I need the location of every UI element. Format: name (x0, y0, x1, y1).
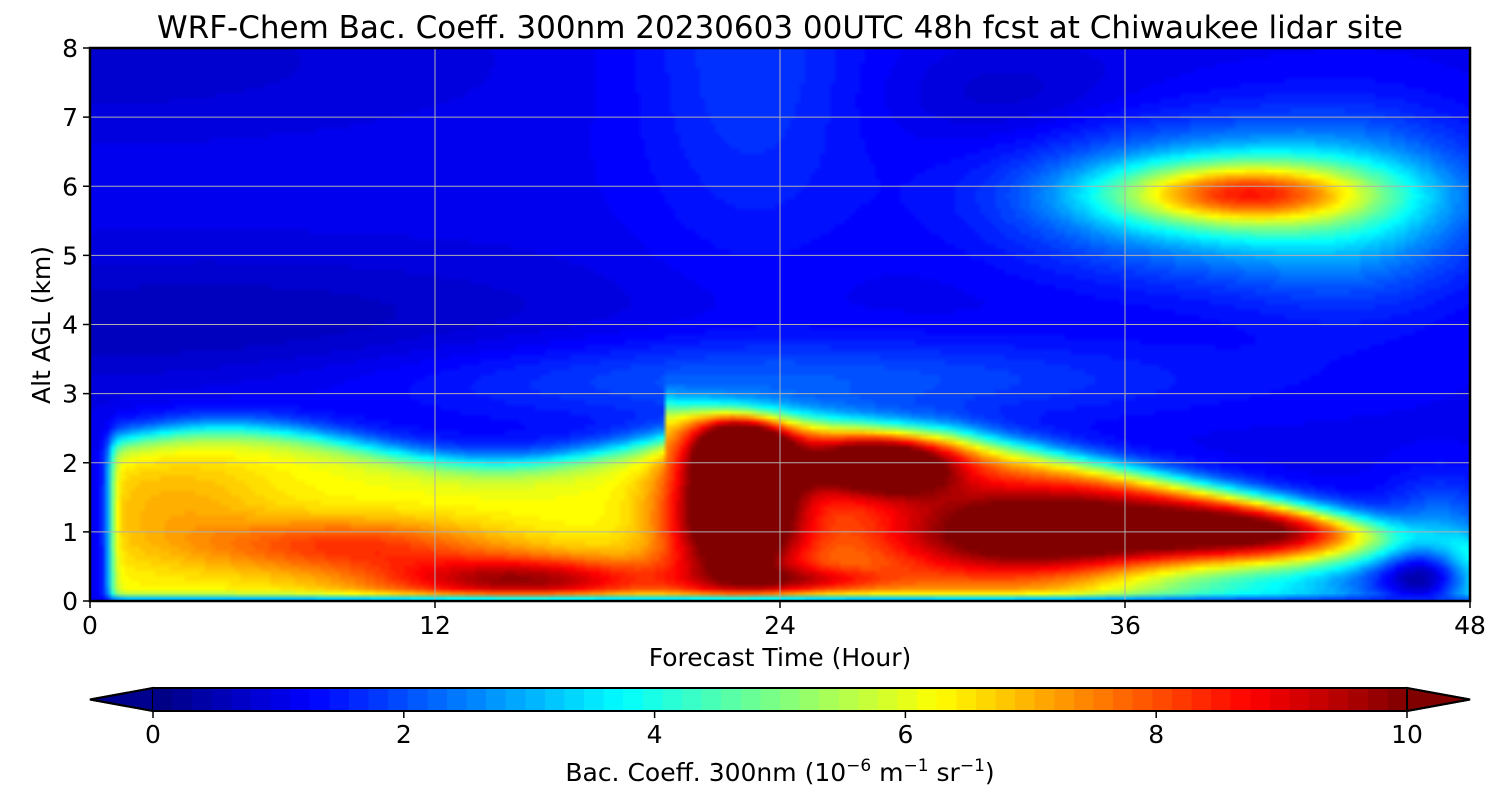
colorbar-tick-label: 8 (1148, 720, 1164, 749)
x-tick-label: 24 (764, 611, 796, 640)
y-tick-label: 7 (62, 103, 78, 132)
y-axis-label: Alt AGL (km) (27, 246, 56, 404)
y-tick-label: 4 (62, 311, 78, 340)
y-tick-label: 8 (62, 34, 78, 63)
chart-title: WRF-Chem Bac. Coeff. 300nm 20230603 00UT… (157, 10, 1403, 46)
y-tick-label: 1 (62, 518, 78, 547)
x-tick-label: 36 (1109, 611, 1141, 640)
colorbar-ticks: 0 2 4 6 8 10 (145, 711, 1423, 749)
colorbar-tick-label: 4 (647, 720, 663, 749)
y-tick-label: 0 (62, 587, 78, 616)
colorbar-extend-max (1406, 686, 1471, 713)
y-tick-label: 5 (62, 241, 78, 270)
y-tick-label: 3 (62, 380, 78, 409)
x-tick-label: 48 (1454, 611, 1486, 640)
colorbar-tick-label: 0 (145, 720, 161, 749)
x-axis: 0 12 24 36 48 (82, 601, 1486, 640)
colorbar-extend-min (89, 686, 154, 713)
x-tick-label: 0 (82, 611, 98, 640)
colorbar-tick-label: 6 (897, 720, 913, 749)
y-axis: 0 1 2 3 4 5 6 7 8 (62, 34, 90, 616)
colorbar-tick-label: 10 (1391, 720, 1423, 749)
x-tick-label: 12 (419, 611, 451, 640)
y-tick-label: 6 (62, 172, 78, 201)
x-axis-label: Forecast Time (Hour) (649, 643, 912, 672)
y-tick-label: 2 (62, 449, 78, 478)
colorbar-label: Bac. Coeff. 300nm (10−6 m−1 sr−1) (565, 756, 994, 787)
colorbar-tick-label: 2 (396, 720, 412, 749)
colorbar: 0 2 4 6 8 10 Bac. Coeff. 300nm (10−6 m−1 sr−1… (89, 686, 1471, 787)
colorbar-body (153, 688, 1407, 711)
